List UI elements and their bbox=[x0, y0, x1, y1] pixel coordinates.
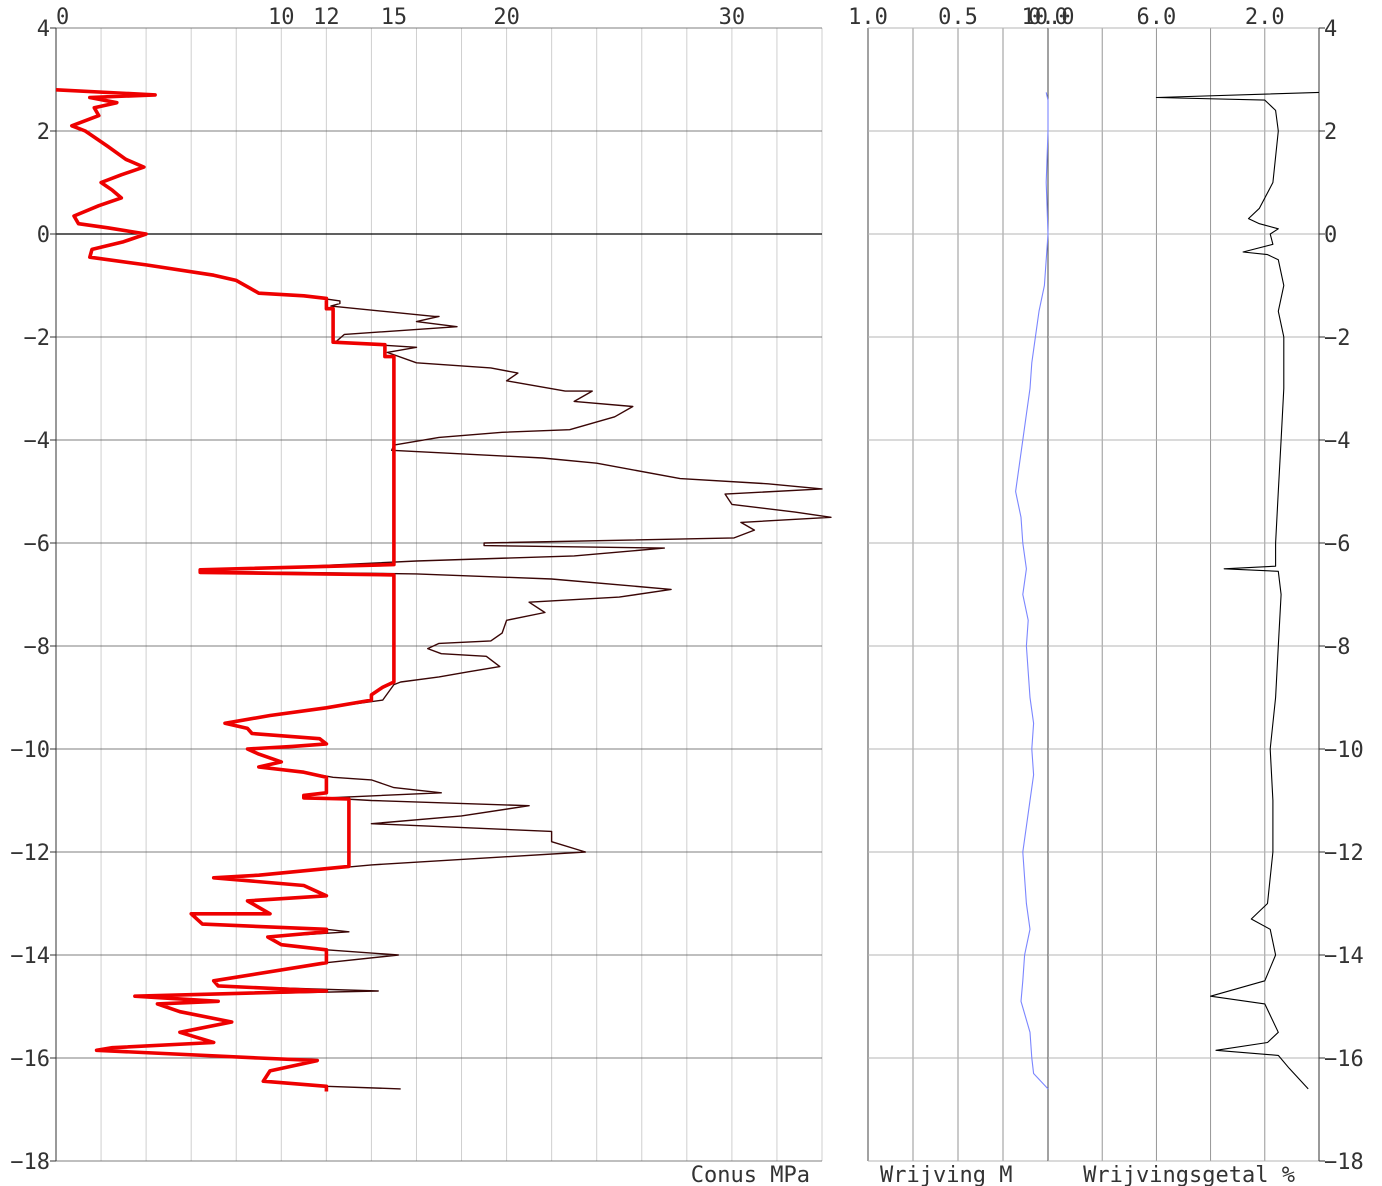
tick-label-conus: 15 bbox=[381, 5, 408, 30]
depth-tick-label-right: −16 bbox=[1324, 1047, 1364, 1072]
depth-tick-label-left: −10 bbox=[10, 738, 50, 763]
xlabel-conus: Conus MPa bbox=[691, 1163, 810, 1186]
tick-label-conus: 20 bbox=[493, 5, 520, 30]
depth-tick-label-left: −18 bbox=[10, 1150, 50, 1175]
depth-tick-label-right: −6 bbox=[1324, 532, 1351, 557]
tick-label-conus: 10 bbox=[268, 5, 295, 30]
depth-tick-label-left: −8 bbox=[24, 635, 51, 660]
depth-tick-label-left: −12 bbox=[10, 841, 50, 866]
depth-tick-label-right: −8 bbox=[1324, 635, 1351, 660]
depth-tick-label-right: 0 bbox=[1324, 223, 1337, 248]
depth-tick-label-left: 0 bbox=[37, 223, 50, 248]
series-conus-filtered bbox=[55, 88, 396, 1092]
series-wrijvingsgetal-friction-ratio bbox=[1155, 91, 1320, 1090]
depth-tick-label-left: 4 bbox=[37, 17, 50, 42]
depth-tick-label-left: −16 bbox=[10, 1047, 50, 1072]
tick-label-wrijvingsgetal: 2.0 bbox=[1245, 5, 1285, 30]
series-wrijving-friction bbox=[1015, 92, 1049, 1090]
depth-tick-label-right: 2 bbox=[1324, 120, 1337, 145]
depth-tick-label-left: −2 bbox=[24, 326, 51, 351]
depth-tick-label-right: −12 bbox=[1324, 841, 1364, 866]
depth-tick-label-left: −14 bbox=[10, 944, 50, 969]
grid-lines bbox=[50, 27, 1325, 1162]
data-series bbox=[55, 88, 1320, 1092]
depth-tick-label-left: 2 bbox=[37, 120, 50, 145]
depth-tick-label-right: 4 bbox=[1324, 17, 1337, 42]
tick-label-wrijvingsgetal: 6.0 bbox=[1137, 5, 1177, 30]
depth-tick-label-right: −10 bbox=[1324, 738, 1364, 763]
tick-label-wrijving: 0.0 bbox=[1028, 5, 1068, 30]
depth-tick-label-right: −18 bbox=[1324, 1150, 1364, 1175]
xlabel-wrijvingsgetal: Wrijvingsgetal % bbox=[1083, 1163, 1295, 1186]
tick-label-wrijving: 1.0 bbox=[848, 5, 888, 30]
series-conus-measured bbox=[55, 89, 832, 1090]
depth-tick-label-left: −4 bbox=[24, 429, 51, 454]
depth-tick-label-right: −2 bbox=[1324, 326, 1351, 351]
tick-label-wrijving: 0.5 bbox=[938, 5, 978, 30]
tick-label-conus: 30 bbox=[719, 5, 746, 30]
depth-tick-label-right: −14 bbox=[1324, 944, 1364, 969]
depth-tick-label-right: −4 bbox=[1324, 429, 1351, 454]
tick-label-conus: 0 bbox=[56, 5, 69, 30]
xlabel-wrijving: Wrijving M bbox=[880, 1163, 1012, 1186]
tick-label-wrijvingsgetal: 10.0 bbox=[1022, 5, 1075, 30]
depth-tick-label-left: −6 bbox=[24, 532, 51, 557]
tick-label-conus: 12 bbox=[313, 5, 340, 30]
